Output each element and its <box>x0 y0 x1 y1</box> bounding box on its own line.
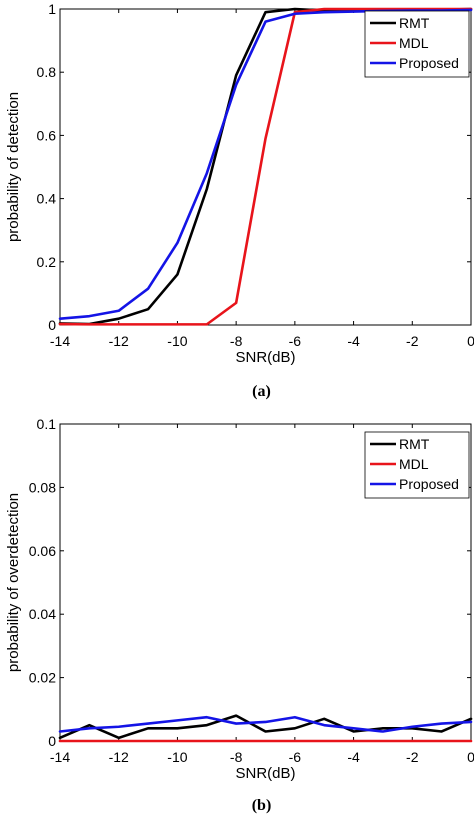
x-tick-label: -2 <box>406 749 419 765</box>
x-tick-label: -12 <box>109 749 129 765</box>
y-tick-label: 0.02 <box>29 670 56 686</box>
y-tick-label: 0 <box>48 733 56 749</box>
x-tick-label: -8 <box>230 333 243 349</box>
x-tick-label: -10 <box>167 333 187 349</box>
x-tick-label: -6 <box>289 333 302 349</box>
y-tick-label: 0.1 <box>37 416 57 432</box>
y-tick-label: 0.06 <box>29 543 56 559</box>
y-tick-label: 0.6 <box>37 127 57 143</box>
y-tick-label: 0.2 <box>37 254 57 270</box>
y-tick-label: 1 <box>48 1 56 17</box>
x-tick-label: -4 <box>347 749 360 765</box>
chart-panel-a: -14 -12 -10 -8 -6 -4 -2 0 0 0.2 0.4 0.6 0.8 1 SNR(dB) p… <box>5 1 474 400</box>
legend-label: RMT <box>399 15 430 31</box>
x-tick-label: -6 <box>289 749 302 765</box>
y-tick-label: 0.08 <box>29 479 56 495</box>
x-tick-label: -8 <box>230 749 243 765</box>
panel-caption: (a) <box>252 383 271 400</box>
y-tick-label: 0 <box>48 317 56 333</box>
series-line-proposed <box>58 715 473 733</box>
x-axis-label: SNR(dB) <box>235 349 295 366</box>
x-tick-label: -2 <box>406 333 419 349</box>
x-tick-label: -4 <box>347 333 360 349</box>
y-axis-label: probability of detection <box>5 92 22 242</box>
legend-label: RMT <box>399 436 430 452</box>
x-tick-label: -12 <box>109 333 129 349</box>
series-line-mdl <box>58 7 473 326</box>
x-tick-label: -10 <box>167 749 187 765</box>
x-tick-label: 0 <box>467 749 474 765</box>
x-tick-label: 0 <box>467 333 474 349</box>
y-tick-label: 0.04 <box>29 606 56 622</box>
panel-caption: (b) <box>252 797 272 814</box>
legend-label: MDL <box>399 456 429 472</box>
x-tick-label: -14 <box>50 749 70 765</box>
legend-label: Proposed <box>399 55 459 71</box>
chart-panel-b: -14 -12 -10 -8 -6 -4 -2 0 0 0.02 0.04 0.06 0.08 0.1 SN… <box>5 416 474 814</box>
y-tick-label: 0.8 <box>37 64 57 80</box>
legend-label: Proposed <box>399 476 459 492</box>
legend-label: MDL <box>399 35 429 51</box>
x-tick-label: -14 <box>50 333 70 349</box>
y-tick-label: 0.4 <box>37 191 57 207</box>
y-axis-label: probability of overdetection <box>5 493 22 672</box>
x-axis-label: SNR(dB) <box>235 765 295 782</box>
